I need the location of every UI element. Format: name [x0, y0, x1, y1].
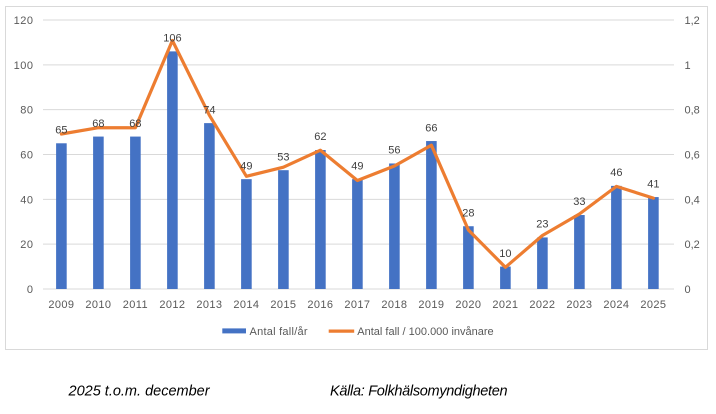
- svg-text:2016: 2016: [307, 299, 333, 311]
- svg-text:62: 62: [314, 131, 326, 143]
- svg-text:20: 20: [20, 239, 33, 251]
- svg-text:2020: 2020: [455, 299, 481, 311]
- svg-text:68: 68: [92, 118, 104, 130]
- svg-text:80: 80: [20, 105, 33, 117]
- svg-text:2009: 2009: [48, 299, 74, 311]
- svg-text:2025: 2025: [640, 299, 666, 311]
- svg-text:2015: 2015: [270, 299, 296, 311]
- svg-text:2021: 2021: [492, 299, 518, 311]
- svg-text:0: 0: [27, 284, 34, 296]
- svg-text:53: 53: [277, 151, 289, 163]
- svg-text:0,6: 0,6: [685, 150, 700, 162]
- svg-text:1,2: 1,2: [685, 15, 700, 27]
- svg-text:65: 65: [55, 124, 67, 136]
- svg-text:106: 106: [163, 33, 181, 45]
- svg-text:Källa: Folkhälsomyndigheten: Källa: Folkhälsomyndigheten: [330, 383, 508, 399]
- svg-text:40: 40: [20, 194, 33, 206]
- svg-text:0,2: 0,2: [685, 239, 700, 251]
- svg-text:2014: 2014: [233, 299, 259, 311]
- svg-text:2024: 2024: [603, 299, 629, 311]
- svg-text:2011: 2011: [123, 299, 148, 311]
- svg-text:2012: 2012: [159, 299, 185, 311]
- svg-text:2022: 2022: [529, 299, 555, 311]
- svg-text:10: 10: [499, 248, 511, 260]
- svg-text:0,4: 0,4: [685, 194, 700, 206]
- svg-text:2019: 2019: [418, 299, 444, 311]
- svg-text:28: 28: [462, 207, 474, 219]
- svg-text:2018: 2018: [381, 299, 407, 311]
- svg-text:74: 74: [203, 104, 215, 116]
- svg-text:2023: 2023: [566, 299, 592, 311]
- svg-text:23: 23: [536, 219, 548, 231]
- svg-text:56: 56: [388, 145, 400, 157]
- svg-text:1: 1: [685, 60, 691, 72]
- svg-text:60: 60: [20, 150, 33, 162]
- svg-text:2010: 2010: [85, 299, 111, 311]
- svg-text:2013: 2013: [196, 299, 222, 311]
- svg-text:2025 t.o.m. december: 2025 t.o.m. december: [68, 383, 211, 399]
- svg-text:100: 100: [14, 60, 34, 72]
- svg-text:41: 41: [647, 178, 659, 190]
- svg-text:Antal fall / 100.000 invånare: Antal fall / 100.000 invånare: [357, 326, 493, 338]
- svg-text:68: 68: [129, 118, 141, 130]
- svg-text:49: 49: [351, 160, 363, 172]
- svg-text:120: 120: [14, 15, 34, 27]
- svg-text:0: 0: [685, 284, 691, 296]
- svg-text:2017: 2017: [344, 299, 370, 311]
- svg-text:33: 33: [573, 196, 585, 208]
- svg-text:0,8: 0,8: [685, 105, 700, 117]
- svg-text:49: 49: [240, 160, 252, 172]
- svg-text:Antal fall/år: Antal fall/år: [250, 326, 308, 338]
- svg-text:66: 66: [425, 122, 437, 134]
- svg-text:46: 46: [610, 167, 622, 179]
